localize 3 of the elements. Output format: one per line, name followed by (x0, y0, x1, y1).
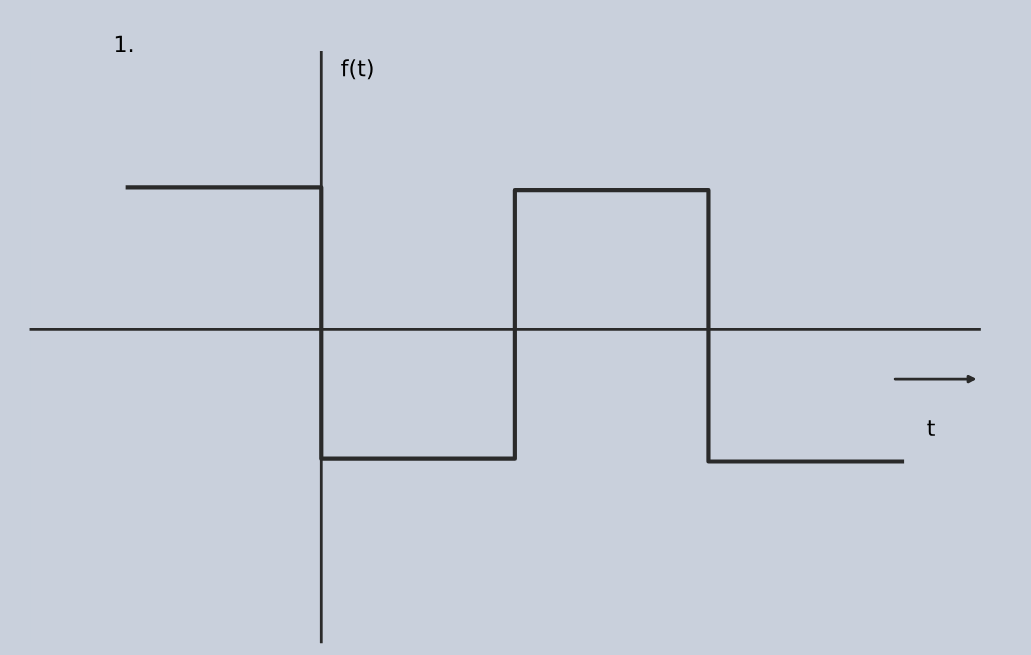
y-axis-title: f(t) (341, 59, 373, 80)
x-axis-title: t (927, 420, 935, 436)
chart-title: 1. (115, 35, 133, 52)
